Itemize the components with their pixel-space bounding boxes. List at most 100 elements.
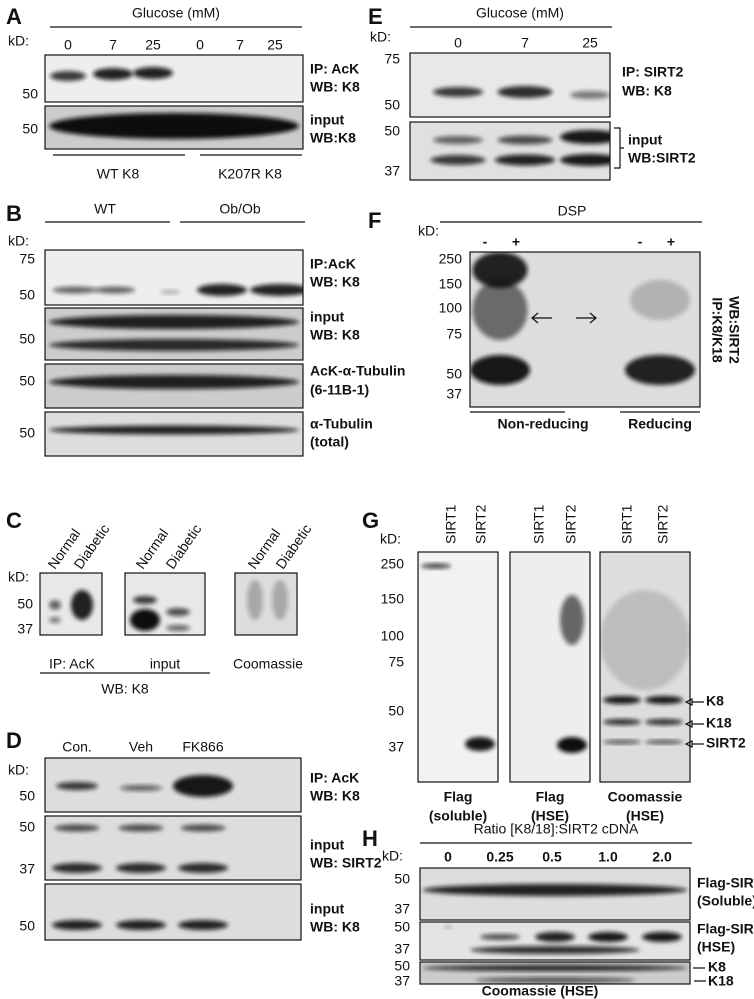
rule bbox=[40, 26, 702, 844]
blot bbox=[44, 363, 304, 409]
panel-letter: D bbox=[6, 728, 22, 753]
lane-label: 0 bbox=[196, 37, 204, 53]
label: Flag-SIRT2 bbox=[697, 921, 754, 937]
label: IP:AcK bbox=[310, 256, 356, 272]
blot bbox=[44, 757, 302, 813]
band bbox=[480, 934, 520, 940]
band bbox=[603, 696, 641, 704]
panel-letter: E bbox=[368, 4, 383, 29]
bands bbox=[247, 580, 288, 620]
label: input bbox=[310, 112, 345, 128]
band bbox=[197, 284, 247, 296]
header: Glucose (mM) bbox=[132, 5, 220, 21]
lane-label: 25 bbox=[582, 35, 598, 51]
band bbox=[118, 824, 164, 832]
group-label: Non-reducing bbox=[498, 416, 589, 432]
header: Ratio [K8/18]:SIRT2 cDNA bbox=[474, 821, 639, 837]
lane-label: 0 bbox=[454, 35, 462, 51]
band bbox=[472, 252, 528, 288]
label: Flag bbox=[536, 789, 565, 805]
bands bbox=[557, 595, 587, 753]
band bbox=[472, 280, 528, 340]
marker: 75 bbox=[446, 326, 462, 342]
bands bbox=[430, 130, 610, 166]
marker: 50 bbox=[394, 958, 410, 974]
marker: 50 bbox=[394, 919, 410, 935]
blot bbox=[409, 52, 611, 118]
marker: 50 bbox=[388, 703, 404, 719]
marker: 37 bbox=[394, 973, 410, 989]
band bbox=[49, 425, 299, 435]
lane-label: 0.25 bbox=[486, 849, 513, 865]
band bbox=[465, 737, 495, 751]
footer: WB: K8 bbox=[101, 681, 149, 697]
lane-label: - bbox=[483, 234, 488, 250]
band bbox=[49, 113, 299, 139]
marker: 37 bbox=[394, 941, 410, 957]
lane-label: 7 bbox=[521, 35, 529, 51]
band bbox=[173, 775, 233, 797]
marker: 75 bbox=[384, 51, 400, 67]
lane-label: 25 bbox=[145, 37, 161, 53]
band bbox=[642, 932, 682, 942]
band bbox=[133, 596, 157, 604]
band bbox=[166, 625, 190, 631]
marker: 100 bbox=[381, 628, 405, 644]
blot bbox=[44, 411, 304, 457]
band bbox=[645, 740, 683, 744]
bands bbox=[433, 86, 610, 99]
panel-letter: G bbox=[362, 508, 379, 533]
label: WB: K8 bbox=[310, 788, 360, 804]
label: input bbox=[310, 309, 345, 325]
lane-label: 0.5 bbox=[542, 849, 562, 865]
header: Glucose (mM) bbox=[476, 5, 564, 21]
lane-label: 0 bbox=[444, 849, 452, 865]
bands bbox=[470, 252, 695, 385]
blots bbox=[39, 52, 701, 985]
marker: 37 bbox=[388, 739, 404, 755]
blot bbox=[44, 105, 304, 150]
marker: 37 bbox=[384, 163, 400, 179]
band bbox=[535, 932, 575, 942]
blot bbox=[124, 572, 206, 636]
band bbox=[422, 965, 688, 971]
bands bbox=[52, 284, 303, 296]
lane-label: + bbox=[512, 234, 520, 250]
marker: 50 bbox=[384, 123, 400, 139]
band bbox=[603, 740, 641, 744]
band bbox=[120, 785, 162, 791]
label: IP: AcK bbox=[310, 770, 359, 786]
label: (6-11B-1) bbox=[310, 382, 369, 398]
label: (soluble) bbox=[429, 808, 487, 824]
band bbox=[433, 136, 483, 144]
kd-label: kD: bbox=[8, 33, 29, 49]
band bbox=[49, 315, 299, 329]
label: Flag-SIRT2 bbox=[697, 875, 754, 891]
band bbox=[93, 68, 133, 80]
panel-letter: C bbox=[6, 508, 22, 533]
label: Coomassie bbox=[233, 656, 303, 672]
band bbox=[56, 782, 98, 790]
band bbox=[54, 824, 100, 832]
blot-frame bbox=[44, 249, 304, 306]
blot bbox=[419, 867, 691, 921]
band bbox=[52, 920, 102, 930]
band bbox=[71, 590, 93, 620]
band bbox=[116, 863, 166, 873]
lane-label: SIRT1 bbox=[531, 504, 547, 544]
label: WB: SIRT2 bbox=[310, 855, 382, 871]
lane-label: + bbox=[667, 234, 675, 250]
band bbox=[421, 563, 451, 569]
lane-label: 1.0 bbox=[598, 849, 618, 865]
lane-label: SIRT1 bbox=[443, 504, 459, 544]
bands bbox=[52, 920, 228, 930]
label: SIRT2 bbox=[706, 735, 746, 751]
label: AcK-α-Tubulin bbox=[310, 363, 405, 379]
panel-letter: A bbox=[6, 4, 22, 29]
band bbox=[49, 617, 61, 623]
marker: 50 bbox=[19, 788, 35, 804]
lane-label: 25 bbox=[267, 37, 283, 53]
band bbox=[444, 925, 452, 929]
label: WB: K8 bbox=[310, 919, 360, 935]
